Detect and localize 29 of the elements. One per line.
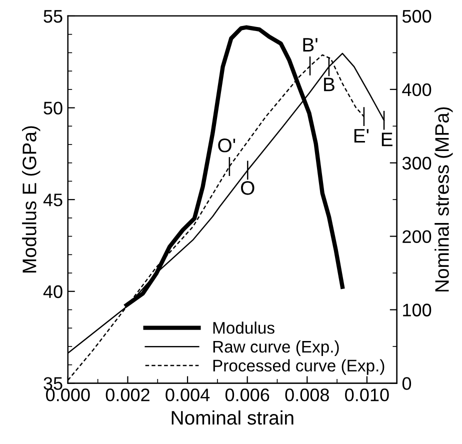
- x-axis-title: Nominal strain: [172, 410, 294, 425]
- x-tick-label: 0.002: [106, 388, 150, 402]
- annotation: O: [241, 181, 254, 195]
- x-tick-label: 0.000: [46, 388, 90, 402]
- y2-axis-title: Nominal stress (MPa): [434, 107, 453, 292]
- annotation: E': [354, 129, 369, 142]
- y-axis-title: Modulus E (GPa): [22, 126, 40, 273]
- y-tick-label: 40: [43, 285, 62, 298]
- y-tick-label: 35: [44, 377, 62, 390]
- legend-label: Raw curve (Exp.): [213, 340, 339, 356]
- y-tick-label: 50: [44, 102, 62, 114]
- y2-tick-label: 400: [402, 83, 432, 96]
- y2-tick-label: 200: [402, 230, 432, 244]
- y-tick-label: 55: [44, 10, 62, 23]
- x-tick-label: 0.004: [166, 388, 210, 402]
- y2-tick-label: 100: [403, 304, 432, 316]
- y2-tick-label: 300: [402, 156, 432, 170]
- annotation: B: [324, 78, 334, 92]
- annotation: O': [218, 138, 236, 152]
- y2-tick-label: 500: [402, 10, 432, 23]
- annotation: E: [382, 132, 392, 146]
- annotation: B': [303, 38, 318, 52]
- x-tick-label: 0.008: [285, 388, 329, 402]
- y-tick-label: 45: [43, 194, 62, 206]
- x-tick-label: 0.006: [225, 388, 270, 402]
- legend-label: Modulus: [213, 322, 274, 334]
- x-tick-label: 0.010: [345, 388, 389, 402]
- legend-label: Processed curve (Exp.): [213, 359, 384, 375]
- y2-tick-label: 0: [402, 377, 412, 390]
